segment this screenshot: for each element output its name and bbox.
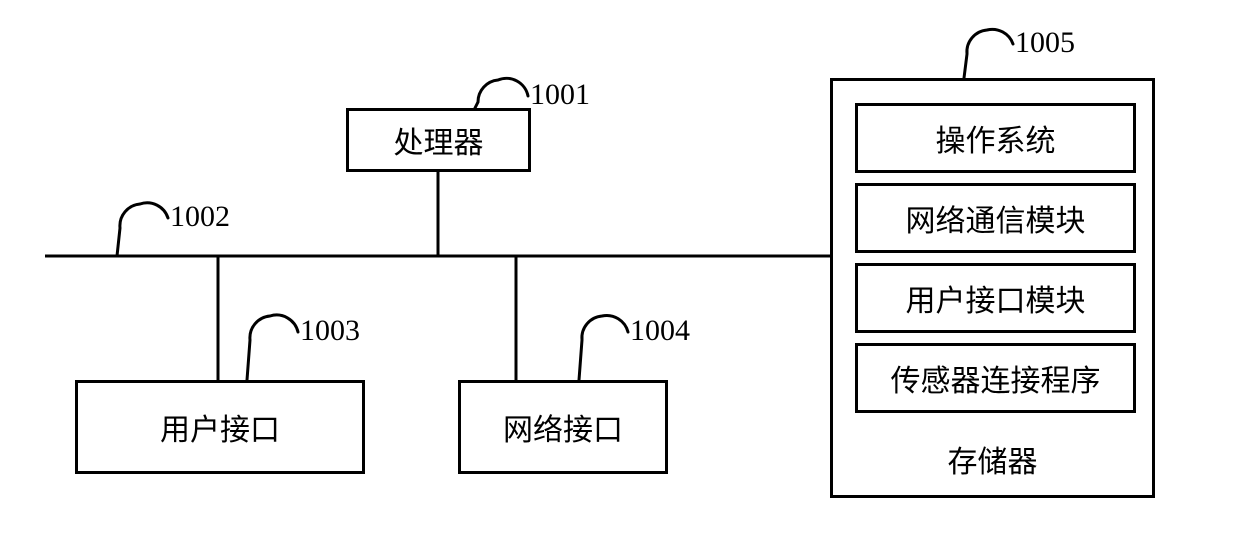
memory-inner-ui-module-label: 用户接口模块 <box>906 276 1086 320</box>
memory-inner-os-label: 操作系统 <box>936 116 1056 160</box>
user-interface-block: 用户接口 <box>75 380 365 474</box>
leader-1005 <box>964 29 1013 78</box>
leader-1001 <box>475 78 528 108</box>
memory-inner-netcomm-label: 网络通信模块 <box>906 196 1086 240</box>
memory-block: 操作系统 网络通信模块 用户接口模块 传感器连接程序 存储器 <box>830 78 1155 498</box>
memory-label-text: 存储器 <box>948 446 1038 479</box>
processor-label: 处理器 <box>394 118 484 162</box>
processor-block: 处理器 <box>346 108 531 172</box>
callout-1001: 1001 <box>530 78 590 112</box>
network-interface-block: 网络接口 <box>458 380 668 474</box>
callout-1002: 1002 <box>170 200 230 234</box>
memory-inner-sensor-prog: 传感器连接程序 <box>855 343 1136 413</box>
user-interface-label: 用户接口 <box>160 405 280 449</box>
leader-1004 <box>579 315 628 380</box>
memory-label: 存储器 <box>833 437 1152 481</box>
memory-inner-sensor-prog-label: 传感器连接程序 <box>891 356 1101 400</box>
network-interface-label: 网络接口 <box>503 405 623 449</box>
memory-inner-netcomm: 网络通信模块 <box>855 183 1136 253</box>
callout-1004: 1004 <box>630 314 690 348</box>
memory-inner-os: 操作系统 <box>855 103 1136 173</box>
diagram-canvas: 处理器 用户接口 网络接口 操作系统 网络通信模块 用户接口模块 传感器连接程序… <box>0 0 1240 553</box>
callout-1005: 1005 <box>1015 26 1075 60</box>
callout-1003: 1003 <box>300 314 360 348</box>
memory-inner-ui-module: 用户接口模块 <box>855 263 1136 333</box>
leader-1003 <box>247 315 298 380</box>
leader-1002 <box>117 203 168 256</box>
